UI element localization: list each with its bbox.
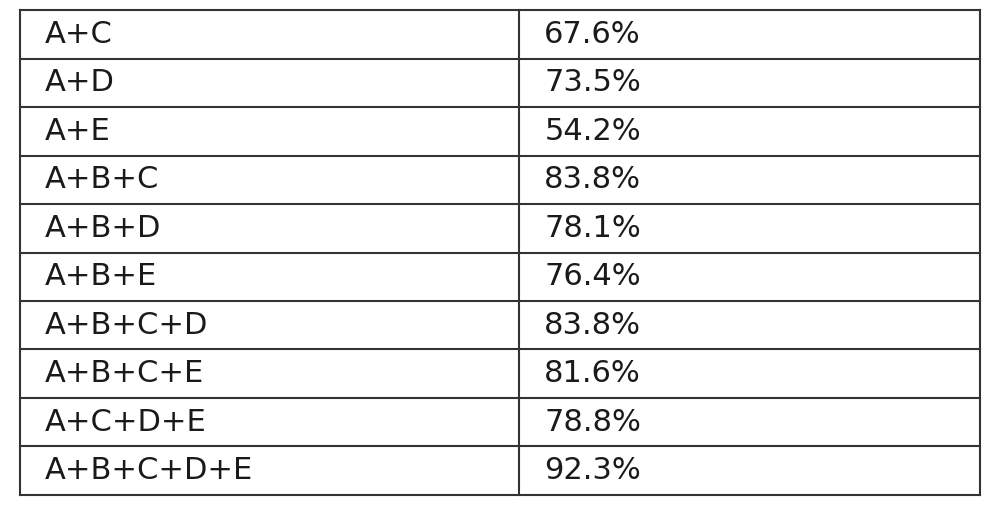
Text: A+B+D: A+B+D — [45, 214, 161, 243]
Text: A+B+C: A+B+C — [45, 165, 159, 194]
Text: A+B+C+D: A+B+C+D — [45, 311, 208, 340]
Text: A+B+E: A+B+E — [45, 262, 157, 291]
Text: 78.8%: 78.8% — [544, 408, 641, 437]
Text: 73.5%: 73.5% — [544, 68, 641, 97]
Text: 76.4%: 76.4% — [544, 262, 641, 291]
Text: A+B+C+D+E: A+B+C+D+E — [45, 456, 253, 485]
Text: A+B+C+E: A+B+C+E — [45, 359, 204, 388]
Text: 92.3%: 92.3% — [544, 456, 641, 485]
Text: 83.8%: 83.8% — [544, 311, 641, 340]
Text: 81.6%: 81.6% — [544, 359, 641, 388]
Text: A+C: A+C — [45, 20, 113, 49]
Text: 54.2%: 54.2% — [544, 117, 641, 146]
Text: 83.8%: 83.8% — [544, 165, 641, 194]
Text: A+E: A+E — [45, 117, 111, 146]
Text: A+C+D+E: A+C+D+E — [45, 408, 207, 437]
Text: 78.1%: 78.1% — [544, 214, 641, 243]
Text: 67.6%: 67.6% — [544, 20, 641, 49]
Text: A+D: A+D — [45, 68, 115, 97]
